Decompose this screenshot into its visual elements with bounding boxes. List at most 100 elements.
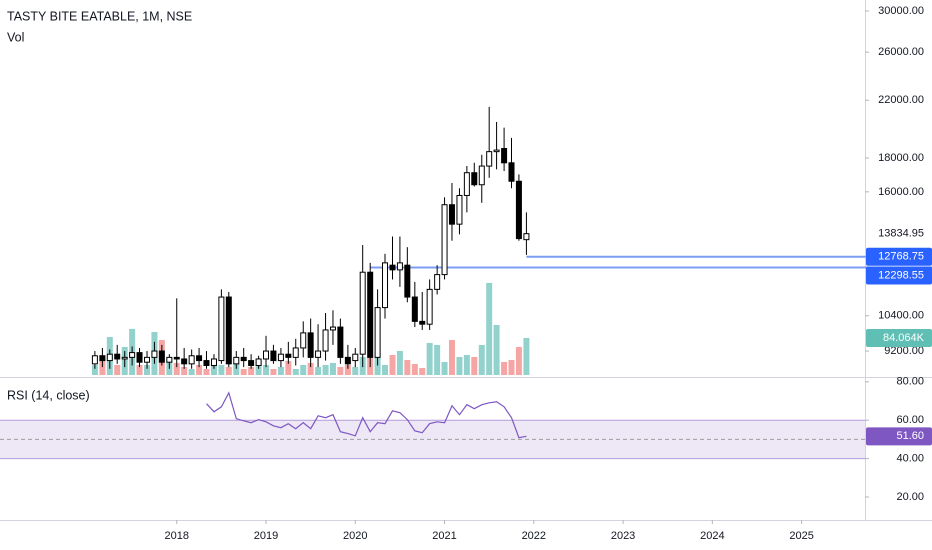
candle-body [240, 356, 247, 362]
candle-body [203, 360, 210, 366]
y-tick-label: 30000.00 [878, 5, 924, 17]
x-tick-label: 2022 [522, 530, 546, 542]
rsi-y-tick-label: 60.00 [896, 414, 924, 426]
candle-body [173, 356, 180, 360]
candle-body [448, 204, 455, 225]
volume-bar [441, 362, 448, 375]
candle-body [352, 353, 359, 362]
rsi-band [0, 420, 865, 459]
candle-body [396, 262, 403, 271]
volume-bar [463, 355, 470, 375]
y-tick-label: 16000.00 [878, 186, 924, 198]
candle-body [114, 353, 121, 360]
candle-body [129, 352, 136, 358]
volume-bar [344, 365, 351, 375]
volume-bar [292, 369, 299, 375]
y-tick-label: 9200.00 [884, 345, 924, 357]
candle-body [471, 172, 478, 186]
volume-bar [91, 365, 98, 375]
candle-body [367, 271, 374, 358]
volume-bar [352, 366, 359, 375]
volume-bar [419, 367, 426, 375]
chart-title: TASTY BITE EATABLE, 1M, NSE [7, 9, 192, 23]
volume-bar [188, 369, 195, 375]
x-tick-label: 2019 [254, 530, 278, 542]
candle-body [508, 162, 515, 182]
volume-bar [396, 350, 403, 375]
volume-bar [263, 365, 270, 375]
volume-bar [389, 355, 396, 375]
candle-body [501, 148, 508, 164]
volume-bar [508, 359, 515, 375]
volume-bar [382, 365, 389, 375]
x-tick-label: 2020 [343, 530, 367, 542]
y-tick-label: 10400.00 [878, 310, 924, 322]
candle-body [322, 329, 329, 352]
volume-bar [501, 362, 508, 375]
candle-body [210, 358, 217, 366]
volume-label-box [866, 328, 932, 347]
volume-bar [248, 366, 255, 375]
candle-body [463, 172, 470, 196]
candle-body [151, 350, 158, 358]
volume-bar [114, 365, 121, 375]
candle-body [181, 358, 188, 365]
candle-body [359, 271, 366, 355]
volume-bar [337, 366, 344, 375]
volume-bar [307, 362, 314, 375]
candle-body [188, 355, 195, 365]
level-label: 12768.75 [878, 251, 924, 263]
candle-body [374, 307, 381, 358]
candle-body [382, 262, 389, 309]
candle-body [136, 352, 143, 363]
candle-body [434, 274, 441, 290]
level-label-box [866, 266, 932, 285]
volume-bar [173, 362, 180, 375]
volume-bar [404, 359, 411, 375]
volume-bar [270, 369, 277, 375]
candle-body [493, 149, 500, 153]
candle-body [106, 353, 113, 362]
y-tick-label: 18000.00 [878, 152, 924, 164]
x-tick-label: 2024 [700, 530, 724, 542]
volume-bar [218, 365, 225, 375]
rsi-y-tick-label: 80.00 [896, 376, 924, 388]
volume-bar [456, 356, 463, 375]
volume-bar [322, 365, 329, 375]
candle-body [486, 151, 493, 167]
volume-bar [315, 366, 322, 375]
volume-bar [493, 324, 500, 375]
volume-bar [515, 346, 522, 375]
volume-bar [486, 282, 493, 375]
rsi-title: RSI (14, close) [7, 388, 90, 402]
candle-body [315, 350, 322, 358]
volume-bar [285, 360, 292, 375]
candle-body [419, 320, 426, 325]
y-tick-label: 22000.00 [878, 94, 924, 106]
candle-body [225, 296, 232, 365]
rsi-y-tick-label: 20.00 [896, 491, 924, 503]
rsi-label: 51.60 [896, 430, 924, 442]
volume-bar [196, 365, 203, 375]
y-tick-label: 26000.00 [878, 46, 924, 58]
candle-body [515, 180, 522, 240]
candle-body [99, 355, 106, 362]
candle-body [91, 355, 98, 365]
candle-body [478, 165, 485, 186]
candle-body [233, 356, 240, 365]
volume-bar [225, 366, 232, 375]
volume-bar [471, 356, 478, 375]
candle-body [404, 264, 411, 298]
volume-title: Vol [7, 30, 24, 44]
volume-bar [434, 344, 441, 375]
volume-bar [277, 366, 284, 375]
volume-bar [448, 339, 455, 375]
volume-bar [233, 362, 240, 375]
candle-body [337, 326, 344, 358]
volume-bar [136, 365, 143, 375]
candle-body [344, 356, 351, 365]
candle-body [300, 332, 307, 349]
candle-body [277, 353, 284, 362]
